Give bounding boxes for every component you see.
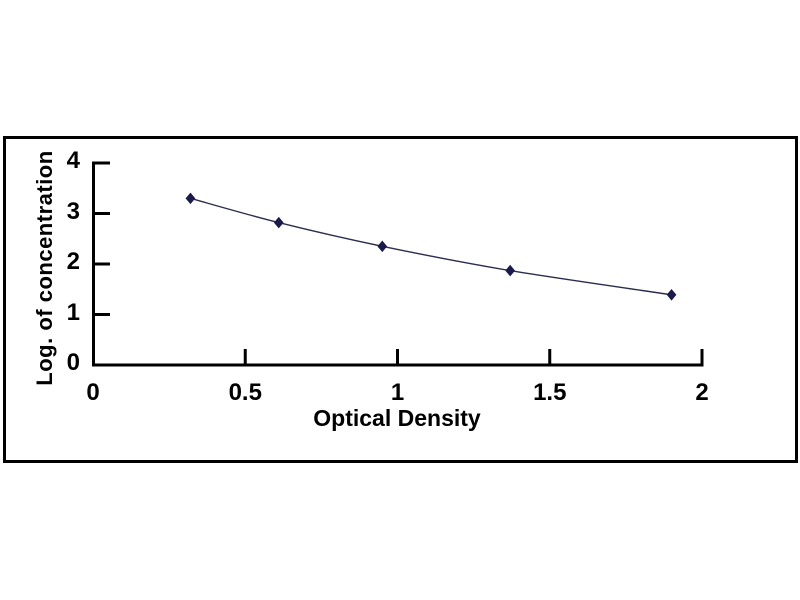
y-tick-label-1: 1 bbox=[66, 298, 80, 326]
data-point-marker bbox=[505, 264, 516, 277]
data-point-marker bbox=[185, 192, 196, 205]
y-axis-title: Log. of concentration bbox=[32, 150, 57, 386]
x-axis-title: Optical Density bbox=[313, 405, 481, 431]
y-tick-label-2: 2 bbox=[66, 248, 80, 275]
y-tick-label-0: 0 bbox=[66, 349, 80, 376]
plot-frame-border bbox=[3, 136, 798, 463]
x-tick-label-2: 2 bbox=[695, 379, 709, 406]
x-tick-label-0: 0 bbox=[86, 379, 100, 406]
x-tick-label-1: 1 bbox=[390, 379, 405, 406]
standard-curve-line bbox=[190, 197, 672, 296]
y-tick-label-4: 4 bbox=[66, 147, 80, 174]
x-tick-label-1.5: 1.5 bbox=[533, 379, 567, 406]
x-tick-label-0.5: 0.5 bbox=[228, 379, 262, 406]
data-point-marker bbox=[273, 216, 284, 229]
data-point-marker bbox=[666, 289, 677, 301]
data-point-marker bbox=[377, 240, 388, 253]
y-tick-label-3: 3 bbox=[66, 197, 80, 225]
